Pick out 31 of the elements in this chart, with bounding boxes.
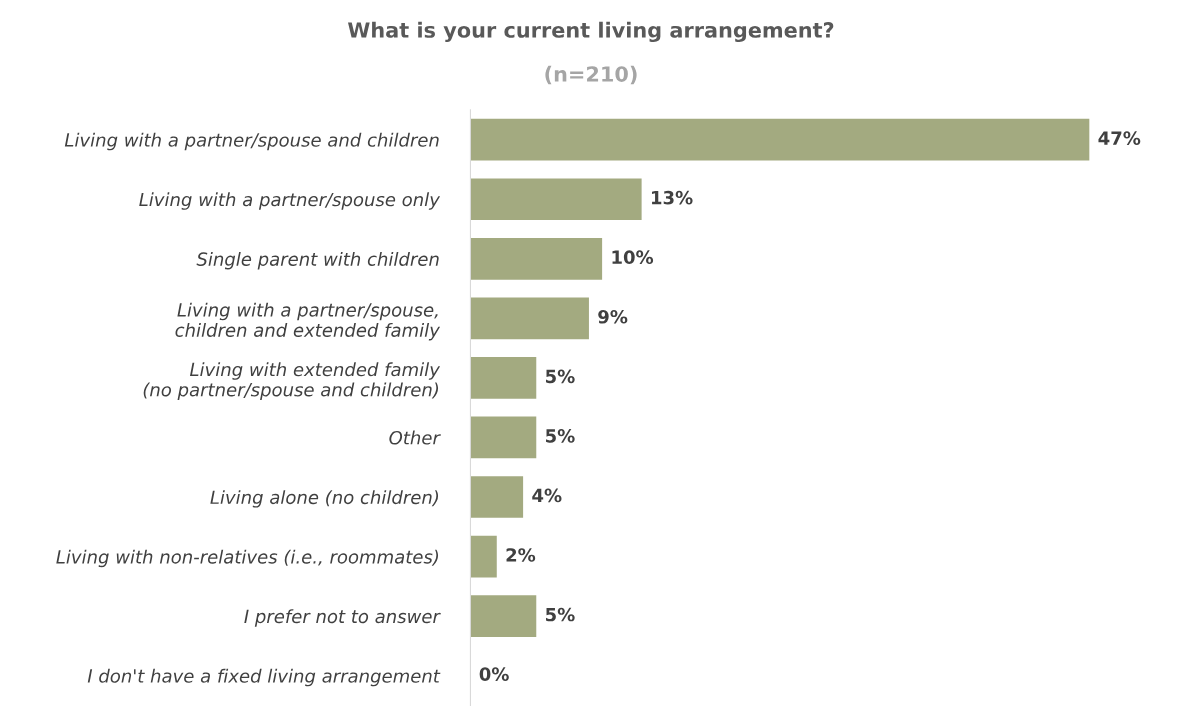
y-tick-label: Other: [389, 430, 441, 445]
data-label: 4%: [532, 488, 562, 503]
data-label: 2%: [506, 548, 536, 562]
y-tick-label: Living with a partner/spouse, children and extended family: [175, 302, 441, 341]
chart-title: What is your current living arrangement?: [347, 21, 834, 43]
data-label: 13%: [651, 190, 693, 205]
y-tick-label: Living with extended family (no partner/spouse and children): [143, 362, 441, 400]
y-tick-label: Living alone (no children): [210, 490, 439, 508]
bar: [470, 535, 497, 578]
chart-subtitle: (n=210): [545, 65, 637, 85]
bar: [470, 178, 642, 221]
data-label: 9%: [598, 309, 628, 324]
data-label: 5%: [546, 607, 575, 622]
y-tick-label: Living with non-relatives (i.e., roommates): [56, 549, 439, 568]
data-label: 5%: [546, 369, 575, 384]
y-tick-label: I don't have a fixed living arrangement: [87, 668, 441, 687]
bar: [470, 297, 589, 340]
bar: [470, 357, 537, 399]
y-tick-label: Single parent with children: [196, 251, 439, 270]
data-label: 0%: [479, 667, 509, 681]
bar: [470, 237, 603, 280]
y-tick-label: Living with a partner/spouse only: [139, 192, 441, 210]
bar: [470, 416, 537, 459]
y-tick-label: Living with a partner/spouse and children: [64, 132, 439, 151]
bar: [470, 595, 537, 637]
data-label: 10%: [612, 250, 654, 265]
bar: [470, 118, 1090, 161]
y-tick-label: I prefer not to answer: [244, 609, 441, 627]
data-label: 47%: [1098, 131, 1141, 145]
data-label: 5%: [546, 429, 575, 443]
bar: [470, 476, 524, 518]
